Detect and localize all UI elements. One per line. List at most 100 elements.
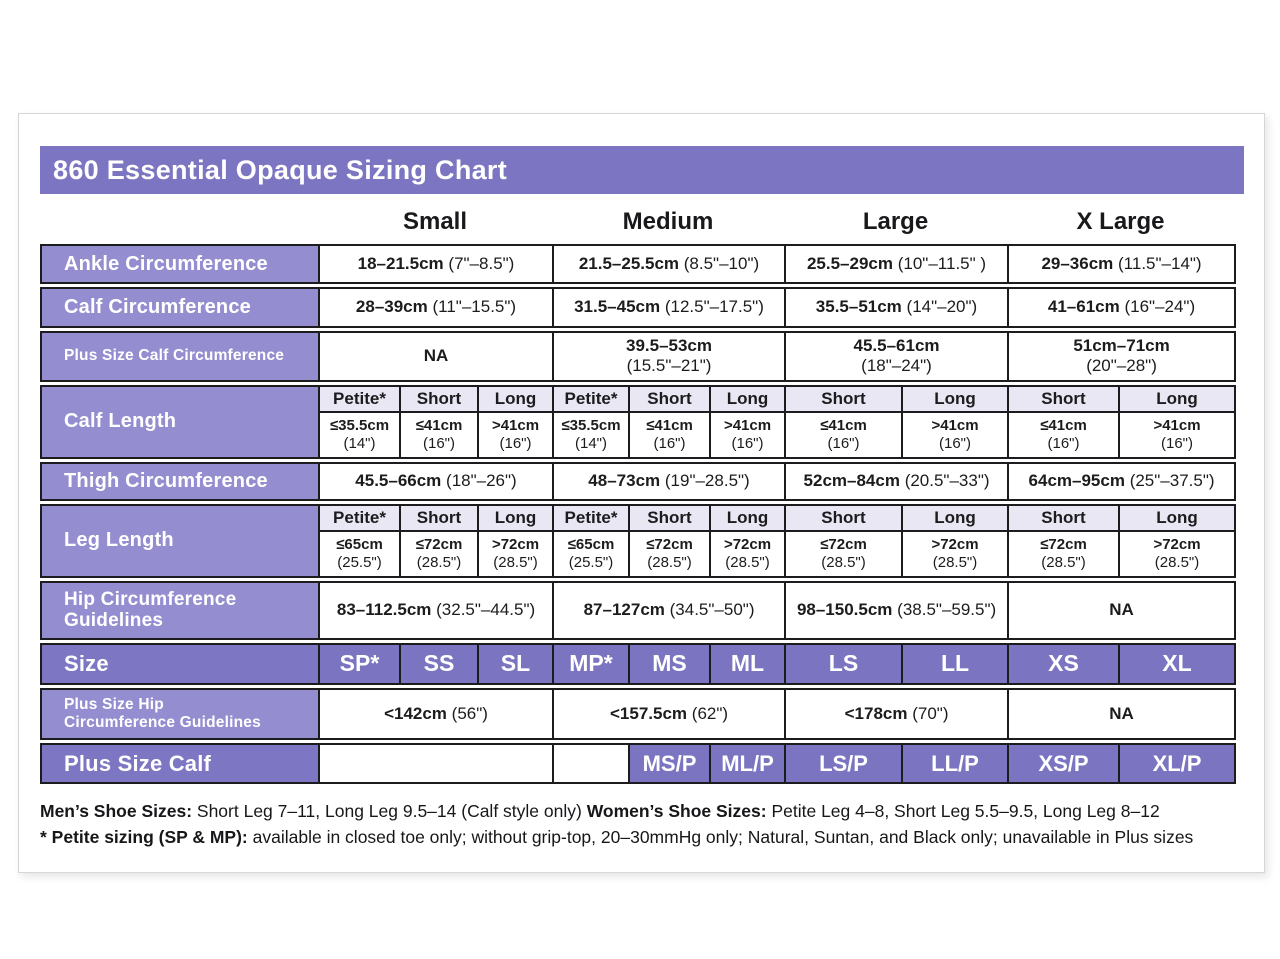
size-cell: ML xyxy=(709,643,786,685)
row-label: Plus Size Hip Circumference Guidelines xyxy=(40,687,320,740)
row-leg-length: Leg Length Petite* Short Long Petite* Sh… xyxy=(40,503,1236,578)
cell: ≤41cm (16") xyxy=(1007,410,1120,459)
mens-shoe-sizes-text: Short Leg 7–11, Long Leg 9.5–14 (Calf st… xyxy=(192,801,587,822)
cell-small: 45.5–66cm (18"–26") xyxy=(318,461,554,501)
cell-medium: 31.5–45cm (12.5"–17.5") xyxy=(552,287,786,328)
row-label: Plus Size Calf Circumference xyxy=(40,330,320,382)
subheader-long: Long xyxy=(709,503,786,532)
subheader-short: Short xyxy=(628,503,711,532)
cell-small: 18–21.5cm (7"–8.5") xyxy=(318,243,554,285)
row-plus-size-calf: Plus Size Calf MS/P ML/P LS/P LL/P XS/P … xyxy=(40,742,1237,785)
row-size: Size SP* SS SL MP* MS ML LS LL XS XL xyxy=(40,643,1236,685)
cell: >41cm (16") xyxy=(1118,410,1236,459)
cell: ≤72cm (28.5") xyxy=(399,529,479,578)
cell-large: 45.5–61cm (18"–24") xyxy=(784,330,1010,382)
row-calf-circumference: Calf Circumference 28–39cm (11"–15.5") 3… xyxy=(40,287,1236,328)
size-cell: XS xyxy=(1007,643,1120,685)
cell: ≤72cm (28.5") xyxy=(1007,529,1120,578)
cell: >72cm (28.5") xyxy=(1118,529,1236,578)
size-cell: SS xyxy=(399,643,479,685)
cell-xlarge: 64cm–95cm (25"–37.5") xyxy=(1007,461,1237,501)
cell: ≤41cm (16") xyxy=(628,410,711,459)
subheader-long: Long xyxy=(477,384,554,413)
row-label: Leg Length xyxy=(40,503,320,578)
footnote-petite-sizing: * Petite sizing (SP & MP): available in … xyxy=(40,824,1240,850)
subheader-short: Short xyxy=(1007,503,1120,532)
cell-xlarge: 29–36cm (11.5"–14") xyxy=(1007,243,1237,285)
subheader-short: Short xyxy=(399,384,479,413)
cell: >72cm (28.5") xyxy=(901,529,1009,578)
subheader-short: Short xyxy=(784,503,903,532)
cell-blank-small xyxy=(317,742,555,785)
column-header-xlarge: X Large xyxy=(1076,208,1165,235)
cell: ≤41cm (16") xyxy=(784,410,903,459)
cell-medium: 21.5–25.5cm (8.5"–10") xyxy=(552,243,786,285)
row-label: Ankle Circumference xyxy=(40,243,320,285)
womens-shoe-sizes-label: Women’s Shoe Sizes: xyxy=(586,801,767,822)
cell: ≤72cm (28.5") xyxy=(784,529,903,578)
row-ankle-circumference: Ankle Circumference 18–21.5cm (7"–8.5") … xyxy=(40,243,1237,285)
column-header-large: Large xyxy=(862,208,929,235)
cell-blank-medium-petite xyxy=(552,742,631,785)
cell: ≤65cm (25.5") xyxy=(318,529,401,578)
row-hip-circumference-guidelines: Hip Circumference Guidelines 83–112.5cm … xyxy=(40,580,1237,641)
cell-small: <142cm (56") xyxy=(317,687,555,740)
cell-medium: 39.5–53cm (15.5"–21") xyxy=(551,330,787,382)
cell-xlarge: NA xyxy=(1007,580,1237,641)
cell: >41cm (16") xyxy=(477,410,554,459)
subheader-long: Long xyxy=(1118,384,1236,413)
row-label: Size xyxy=(40,643,320,685)
petite-sizing-label: * Petite sizing (SP & MP): xyxy=(40,827,248,848)
cell: ≤35.5cm (14") xyxy=(318,410,401,459)
subheader-short: Short xyxy=(399,503,479,532)
size-cell: LS xyxy=(784,643,903,685)
cell-xlarge: NA xyxy=(1007,687,1237,740)
plus-size-cell: LL/P xyxy=(901,742,1010,785)
cell-large: 25.5–29cm (10"–11.5" ) xyxy=(783,243,1010,285)
size-cell: SL xyxy=(477,643,554,685)
cell-medium: <157.5cm (62") xyxy=(552,687,787,740)
row-label: Calf Length xyxy=(40,384,320,459)
cell-small: 28–39cm (11"–15.5") xyxy=(318,287,554,328)
row-plus-size-hip-guidelines: Plus Size Hip Circumference Guidelines <… xyxy=(40,687,1237,740)
column-header-medium: Medium xyxy=(622,208,714,235)
subheader-short: Short xyxy=(784,384,903,413)
cell-large: 52cm–84cm (20.5"–33") xyxy=(784,461,1010,501)
cell: >41cm (16") xyxy=(709,410,786,459)
subheader-petite: Petite* xyxy=(552,384,630,413)
petite-sizing-text: available in closed toe only; without gr… xyxy=(247,827,1194,848)
plus-size-cell: MS/P xyxy=(628,742,712,785)
womens-shoe-sizes-text: Petite Leg 4–8, Short Leg 5.5–9.5, Long … xyxy=(766,801,1160,822)
row-label: Calf Circumference xyxy=(40,287,320,328)
column-header-spacer xyxy=(40,208,318,236)
cell-small: 83–112.5cm (32.5"–44.5") xyxy=(317,580,555,641)
column-headers: Small Medium Large X Large xyxy=(40,208,1234,236)
row-label: Thigh Circumference xyxy=(40,461,320,501)
size-cell: SP* xyxy=(318,643,401,685)
cell-medium: 48–73cm (19"–28.5") xyxy=(551,461,787,501)
subheader-long: Long xyxy=(901,384,1009,413)
cell: ≤72cm (28.5") xyxy=(628,529,711,578)
plus-size-cell: LS/P xyxy=(784,742,904,785)
subheader-petite: Petite* xyxy=(318,503,401,532)
cell: >72cm (28.5") xyxy=(477,529,554,578)
cell-large: 35.5–51cm (14"–20") xyxy=(784,287,1009,328)
cell-small: NA xyxy=(318,330,554,382)
subheader-long: Long xyxy=(1118,503,1236,532)
cell: >72cm (28.5") xyxy=(709,529,786,578)
cell-xlarge: 41–61cm (16"–24") xyxy=(1007,287,1236,328)
column-header-small: Small xyxy=(402,208,468,235)
size-cell: MS xyxy=(628,643,711,685)
subheader-petite: Petite* xyxy=(318,384,401,413)
subheader-long: Long xyxy=(709,384,786,413)
footnotes: Men’s Shoe Sizes: Short Leg 7–11, Long L… xyxy=(40,798,1240,850)
cell-large: 98–150.5cm (38.5"–59.5") xyxy=(784,580,1010,641)
cell: ≤41cm (16") xyxy=(399,410,479,459)
cell: ≤65cm (25.5") xyxy=(552,529,630,578)
size-cell: XL xyxy=(1118,643,1236,685)
cell-xlarge: 51cm–71cm (20"–28") xyxy=(1007,330,1237,382)
sizing-chart-card: 860 Essential Opaque Sizing Chart Small … xyxy=(18,113,1265,873)
cell-large: <178cm (70") xyxy=(784,687,1010,740)
cell: ≤35.5cm (14") xyxy=(552,410,630,459)
plus-size-cell: XL/P xyxy=(1118,742,1237,785)
